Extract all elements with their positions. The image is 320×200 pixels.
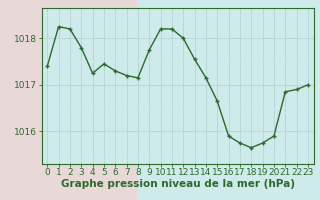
X-axis label: Graphe pression niveau de la mer (hPa): Graphe pression niveau de la mer (hPa): [60, 179, 295, 189]
